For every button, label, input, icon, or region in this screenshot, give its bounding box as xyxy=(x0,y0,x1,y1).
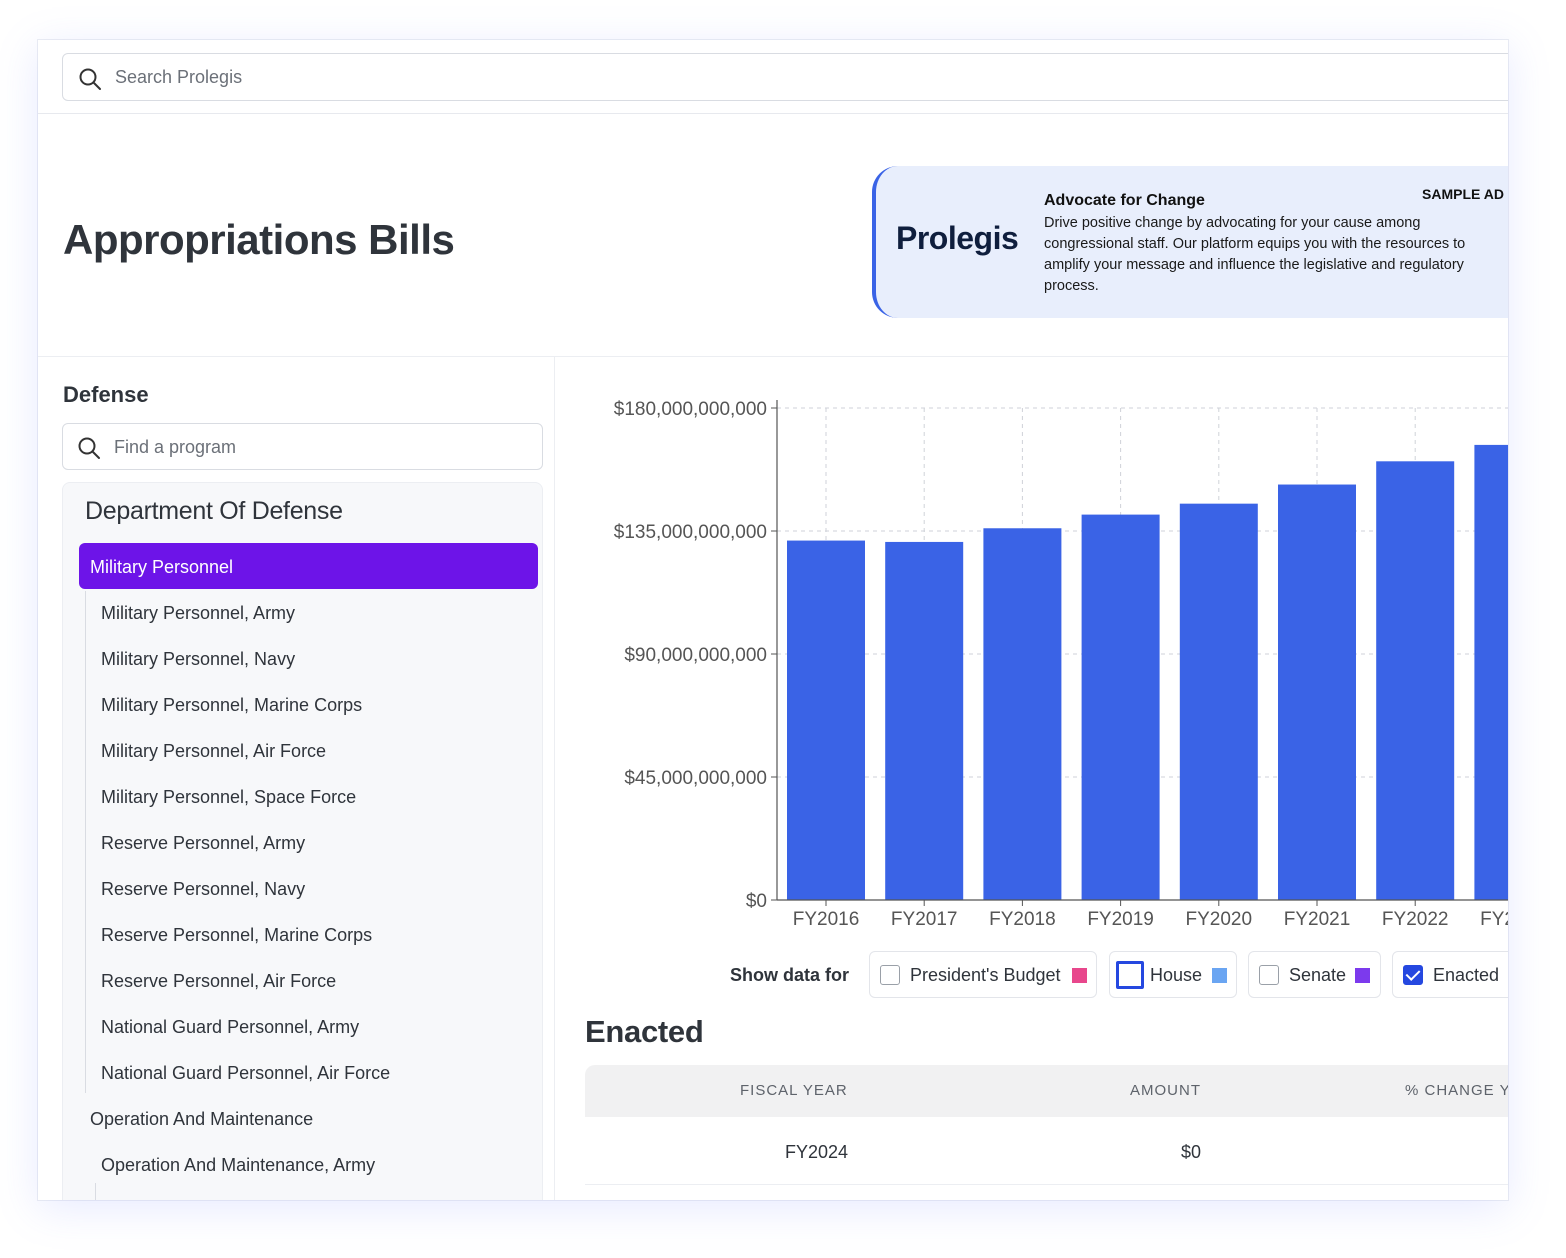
global-search[interactable] xyxy=(62,53,1508,101)
tree-item[interactable]: Reserve Personnel, Marine Corps xyxy=(101,925,373,945)
tree-item-operation-maintenance[interactable]: Operation And Maintenance xyxy=(90,1109,314,1129)
search-input[interactable] xyxy=(115,64,715,90)
x-tick-label: FY2016 xyxy=(793,909,860,930)
bar-fy2018 xyxy=(983,528,1062,900)
legend-item-label: Enacted xyxy=(1433,965,1500,985)
prolegis-logo: Prolegis xyxy=(896,220,1019,256)
x-tick-label: FY2018 xyxy=(989,909,1056,930)
department-title[interactable]: Department Of Defense xyxy=(85,497,343,525)
search-icon xyxy=(79,68,101,90)
tree-guide-line xyxy=(95,1183,96,1200)
bar-fy2021 xyxy=(1278,484,1356,900)
tree-guide-line xyxy=(85,591,86,1093)
column-header-percent-change[interactable]: % CHANGE Y xyxy=(1405,1082,1508,1099)
x-tick-label: FY2019 xyxy=(1087,909,1154,930)
cell-fiscal-year: FY2024 xyxy=(785,1142,849,1162)
y-tick-label: $90,000,000,000 xyxy=(624,645,767,666)
tree-item[interactable]: Military Personnel, Marine Corps xyxy=(101,695,363,715)
tree-item[interactable]: Military Personnel, Navy xyxy=(101,649,296,669)
checkbox[interactable] xyxy=(1403,965,1423,985)
x-tick-label: FY2020 xyxy=(1186,909,1253,930)
bar-fy2022 xyxy=(1376,461,1455,900)
table-header: FISCAL YEAR AMOUNT % CHANGE Y xyxy=(585,1065,1508,1117)
legend-label: Show data for xyxy=(730,965,850,985)
tree-item[interactable]: National Guard Personnel, Air Force xyxy=(101,1063,391,1083)
tree-item[interactable]: Military Personnel, Army xyxy=(101,603,296,623)
tree-item[interactable]: Operation And Maintenance, Army xyxy=(101,1155,376,1175)
legend-presidents-budget[interactable]: President's Budget xyxy=(869,951,1097,998)
bar-fy2017 xyxy=(885,541,964,900)
table-row: FY2024 $0 xyxy=(585,1117,1508,1185)
y-tick-label: $135,000,000,000 xyxy=(614,522,767,543)
search-icon xyxy=(78,437,100,459)
ad-headline: Advocate for Change xyxy=(1044,192,1205,209)
checkbox[interactable] xyxy=(1116,961,1144,989)
column-header-amount[interactable]: AMOUNT xyxy=(1130,1082,1201,1099)
section-title: Defense xyxy=(63,382,149,407)
y-tick-label: $45,000,000,000 xyxy=(624,768,767,789)
bar-fy2019 xyxy=(1081,514,1160,900)
page-title: Appropriations Bills xyxy=(63,216,455,263)
x-tick-label: FY2021 xyxy=(1284,909,1351,930)
ad-body: Drive positive change by advocating for … xyxy=(1044,215,1466,294)
find-program-input[interactable] xyxy=(114,435,514,459)
tree-item[interactable]: Military Personnel, Air Force xyxy=(101,741,327,761)
x-tick-label: FY2023 xyxy=(1480,909,1508,930)
tree-item[interactable]: Reserve Personnel, Navy xyxy=(101,879,306,899)
cell-amount: $0 xyxy=(1181,1142,1202,1162)
color-swatch xyxy=(1072,968,1087,983)
program-search[interactable] xyxy=(62,423,543,470)
table-title: Enacted xyxy=(585,1014,704,1049)
tree-item[interactable]: Reserve Personnel, Army xyxy=(101,833,306,853)
bar-chart: $180,000,000,000 $135,000,000,000 $90,000,… xyxy=(614,399,1508,930)
bar-fy2016 xyxy=(787,540,865,900)
divider xyxy=(38,356,1508,357)
bar-fy2023 xyxy=(1474,444,1508,900)
divider xyxy=(554,356,555,1200)
x-tick-label: FY2022 xyxy=(1382,909,1449,930)
x-tick-label: FY2017 xyxy=(891,909,958,930)
y-tick-label: $0 xyxy=(746,891,767,912)
tree-item[interactable]: Reserve Personnel, Air Force xyxy=(101,971,337,991)
checkbox[interactable] xyxy=(1259,965,1279,985)
legend-item-label: President's Budget xyxy=(910,965,1061,985)
y-tick-label: $180,000,000,000 xyxy=(614,399,767,420)
tree-item[interactable]: Military Personnel, Space Force xyxy=(101,787,357,807)
legend-enacted[interactable]: Enacted xyxy=(1392,951,1508,998)
tree-item[interactable]: National Guard Personnel, Army xyxy=(101,1017,360,1037)
legend-item-label: Senate xyxy=(1289,965,1347,985)
legend-senate[interactable]: Senate xyxy=(1248,951,1381,998)
column-header-fiscal-year[interactable]: FISCAL YEAR xyxy=(740,1082,848,1099)
checkbox[interactable] xyxy=(880,965,900,985)
ad-tag: SAMPLE AD xyxy=(1422,186,1504,202)
tree-item-military-personnel[interactable]: Military Personnel xyxy=(79,543,538,589)
color-swatch xyxy=(1212,968,1227,983)
bar-fy2020 xyxy=(1179,503,1258,900)
legend-item-label: House xyxy=(1150,965,1203,985)
legend-house[interactable]: House xyxy=(1109,951,1237,998)
sample-ad[interactable]: Prolegis Advocate for Change Drive posit… xyxy=(872,166,1508,318)
top-bar xyxy=(38,40,1508,114)
app-window: Appropriations Bills Prolegis Advocate f… xyxy=(38,40,1508,1200)
color-swatch xyxy=(1355,968,1370,983)
program-tree: Department Of Defense Military Personnel… xyxy=(62,482,543,1200)
appropriations-chart: $180,000,000,000 $135,000,000,000 $90,000,… xyxy=(556,370,1508,930)
